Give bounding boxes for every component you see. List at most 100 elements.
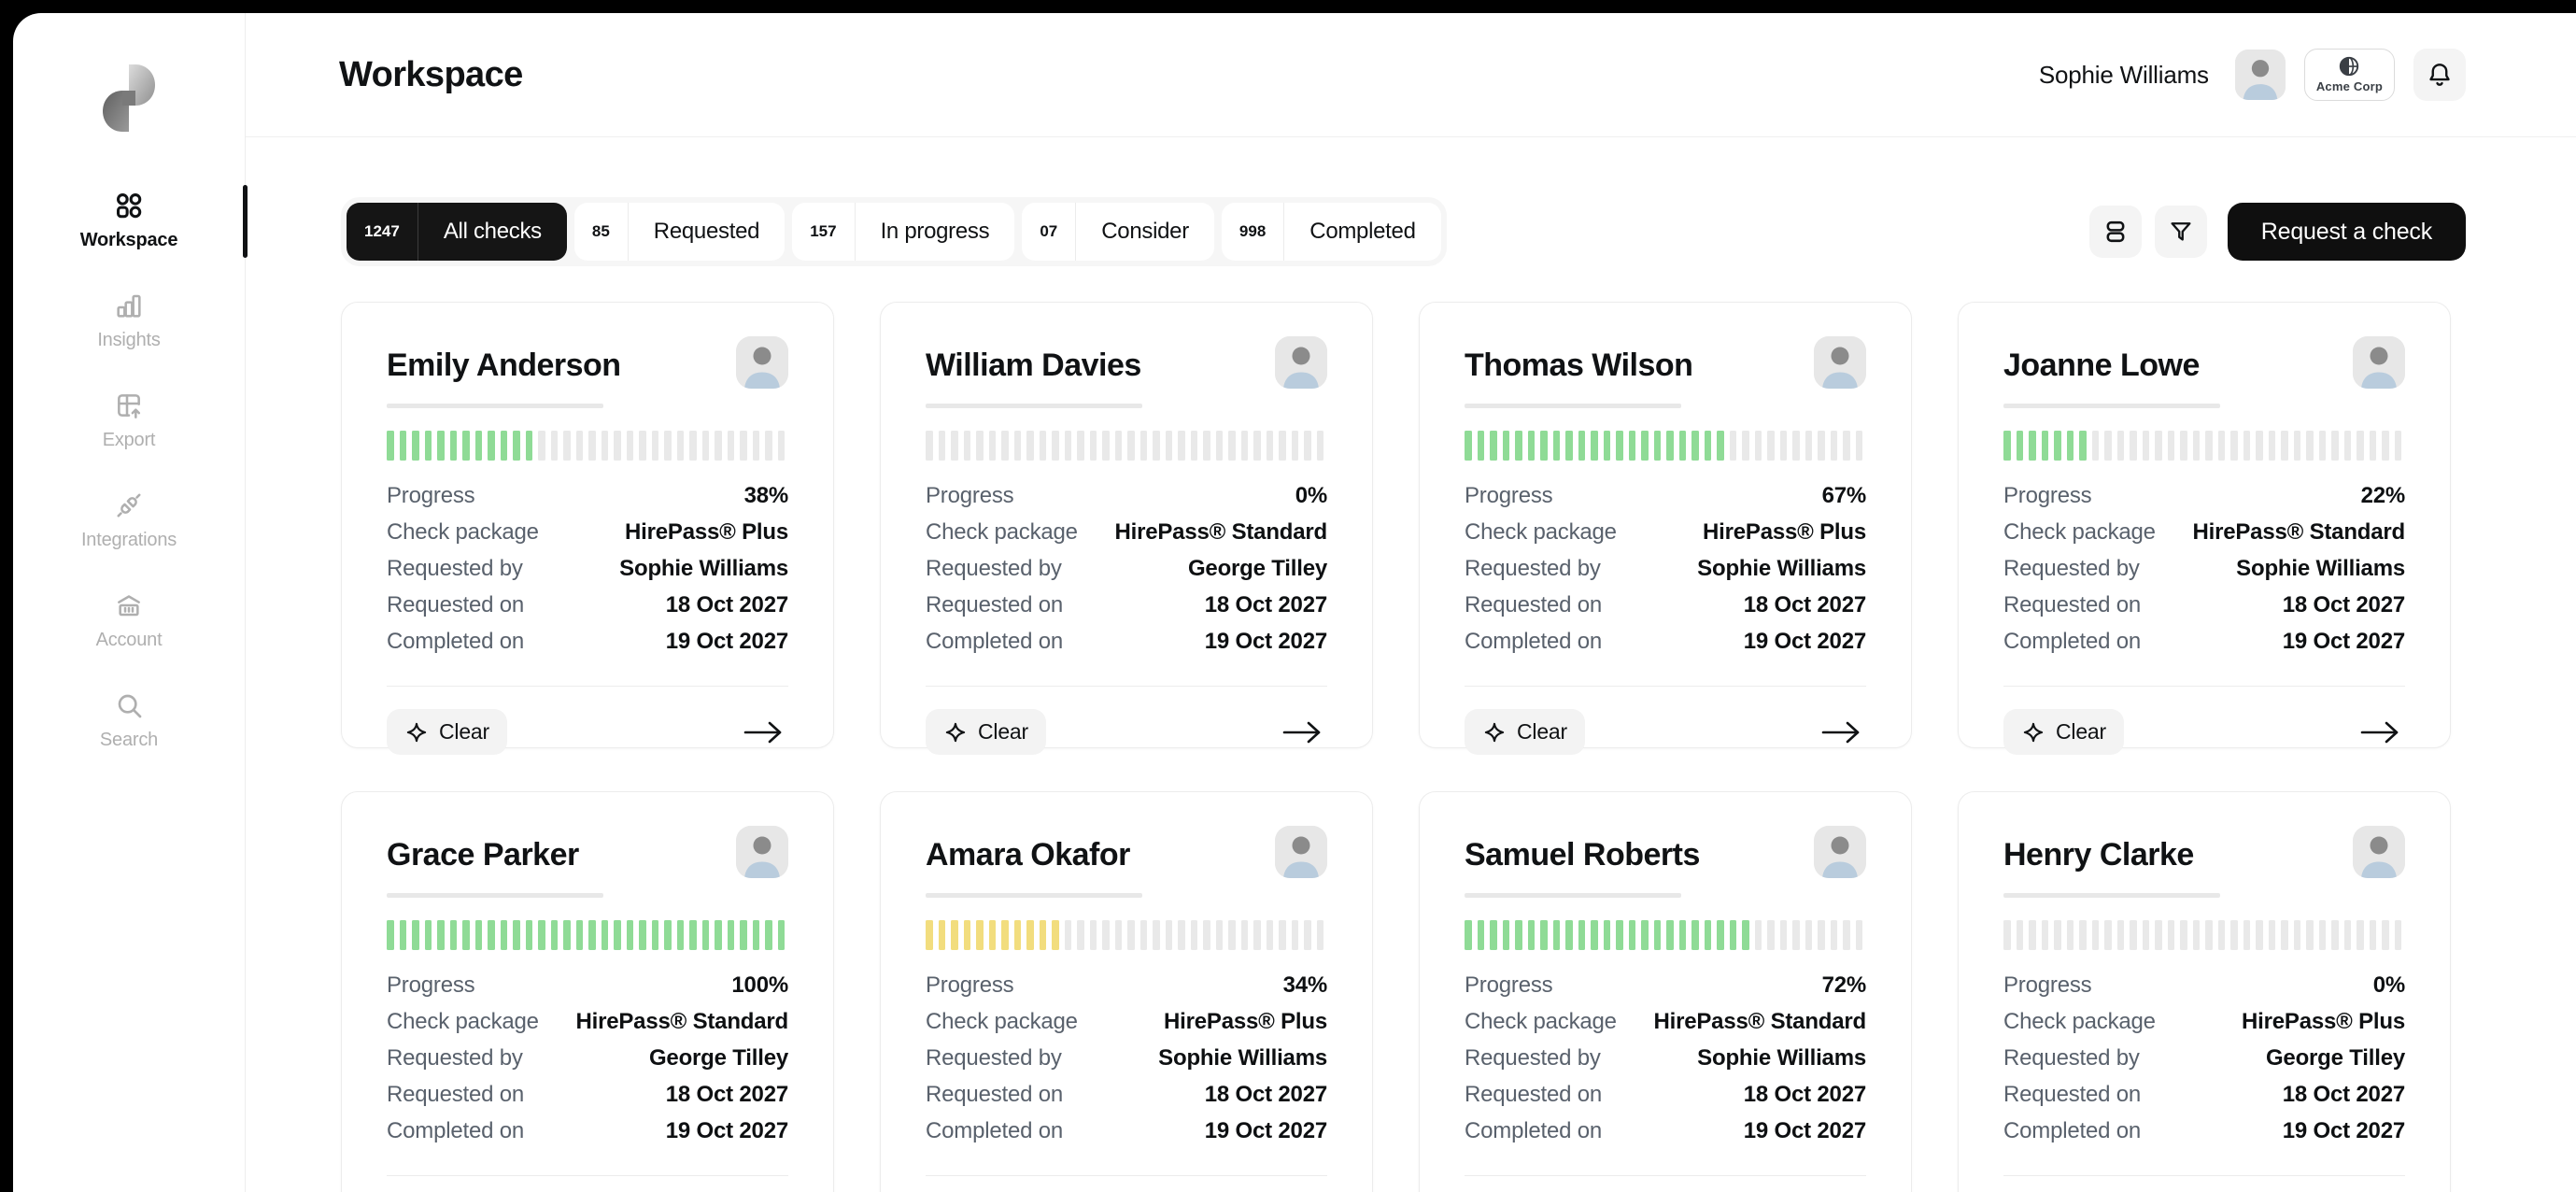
- clear-status-badge[interactable]: Clear: [1465, 709, 1585, 755]
- candidate-card[interactable]: Grace Parker Progress 100% Check package…: [341, 791, 834, 1192]
- progress-stripe: [639, 431, 646, 461]
- progress-stripe: [1102, 920, 1110, 950]
- header-right: Sophie Williams Acme Corp: [2039, 49, 2466, 101]
- candidate-card[interactable]: Emily Anderson Progress 38% Check packag…: [341, 302, 834, 755]
- open-card-button[interactable]: [738, 715, 788, 750]
- progress-stripe: [2256, 920, 2263, 950]
- progress-stripe: [1540, 431, 1548, 461]
- progress-stripe: [2180, 431, 2187, 461]
- tab-requested[interactable]: 85 Requested: [573, 203, 786, 261]
- name-underline: [926, 404, 1142, 408]
- progress-stripe: [1792, 920, 1800, 950]
- progress-stripe: [1691, 920, 1699, 950]
- progress-stripe: [1641, 431, 1649, 461]
- candidate-avatar: [736, 336, 788, 389]
- notifications-button[interactable]: [2413, 49, 2466, 101]
- progress-stripe: [1830, 920, 1837, 950]
- sidebar-item-search[interactable]: Search: [13, 690, 245, 751]
- progress-stripe: [777, 431, 785, 461]
- progress-stripe: [2343, 920, 2351, 950]
- tab-count: 157: [810, 222, 837, 240]
- candidate-avatar: [1275, 826, 1327, 878]
- open-card-button[interactable]: [2355, 715, 2405, 750]
- clear-status-badge[interactable]: Clear: [2003, 709, 2124, 755]
- progress-stripe: [1830, 431, 1837, 461]
- detail-label: Completed on: [387, 628, 525, 654]
- progress-stripe: [2142, 920, 2149, 950]
- requested-on-value: 18 Oct 2027: [2282, 1081, 2405, 1107]
- card-footer: Clear: [1465, 709, 1866, 755]
- tab-consider[interactable]: 07 Consider: [1022, 203, 1214, 261]
- org-badge[interactable]: Acme Corp: [2303, 49, 2395, 101]
- progress-stripe: [474, 920, 482, 950]
- progress-stripe: [588, 920, 596, 950]
- globe-icon: [2337, 54, 2361, 78]
- filter-button[interactable]: [2154, 206, 2207, 258]
- progress-stripe: [2079, 920, 2087, 950]
- progress-stripe: [550, 920, 558, 950]
- candidate-card[interactable]: Henry Clarke Progress 0% Check package H…: [1958, 791, 2451, 1192]
- sidebar-item-integrations[interactable]: Integrations: [13, 490, 245, 551]
- list-view-button[interactable]: [2088, 206, 2142, 258]
- candidate-card[interactable]: Amara Okafor Progress 34% Check package …: [880, 791, 1373, 1192]
- progress-stripe: [2116, 431, 2124, 461]
- detail-row: Check package HirePass® Standard: [1465, 1003, 1866, 1040]
- package-value: HirePass® Standard: [575, 1008, 788, 1034]
- progress-stripe: [1039, 920, 1046, 950]
- insights-chart-icon: [114, 291, 144, 320]
- progress-stripe: [2369, 920, 2376, 950]
- clear-status-badge[interactable]: Clear: [926, 709, 1046, 755]
- progress-stripe: [525, 431, 532, 461]
- progress-stripe: [963, 431, 970, 461]
- detail-label: Check package: [1465, 1008, 1617, 1034]
- detail-label: Completed on: [1465, 1117, 1603, 1143]
- sidebar-item-export[interactable]: Export: [13, 390, 245, 451]
- candidate-card[interactable]: Samuel Roberts Progress 72% Check packag…: [1419, 791, 1912, 1192]
- candidate-card[interactable]: Joanne Lowe Progress 22% Check package H…: [1958, 302, 2451, 755]
- requested-on-value: 18 Oct 2027: [1204, 591, 1327, 617]
- sidebar-item-account[interactable]: Account: [13, 590, 245, 651]
- tab-completed[interactable]: 998 Completed: [1221, 203, 1441, 261]
- clear-status-badge[interactable]: Clear: [387, 709, 507, 755]
- progress-stripe: [1114, 431, 1122, 461]
- completed-on-value: 19 Oct 2027: [1743, 628, 1866, 654]
- progress-stripe: [1717, 431, 1724, 461]
- sidebar-item-workspace[interactable]: Workspace: [13, 191, 245, 251]
- clear-label: Clear: [1517, 719, 1567, 744]
- sidebar-item-insights[interactable]: Insights: [13, 291, 245, 351]
- request-check-button[interactable]: Request a check: [2227, 203, 2466, 261]
- detail-row: Completed on 19 Oct 2027: [1465, 1113, 1866, 1149]
- progress-stripe: [1477, 920, 1484, 950]
- detail-label: Requested on: [926, 591, 1064, 617]
- candidate-avatar: [2353, 336, 2405, 389]
- tab-all-checks[interactable]: 1247 All checks: [347, 203, 567, 261]
- app-logo: [102, 64, 156, 133]
- progress-stripe: [1855, 431, 1862, 461]
- progress-stripes: [926, 431, 1327, 461]
- open-card-button[interactable]: [1816, 715, 1866, 750]
- detail-label: Check package: [926, 1008, 1078, 1034]
- completed-on-value: 19 Oct 2027: [1204, 1117, 1327, 1143]
- candidate-name: Emily Anderson: [387, 348, 621, 383]
- candidate-card[interactable]: Thomas Wilson Progress 67% Check package…: [1419, 302, 1912, 755]
- user-avatar[interactable]: [2234, 50, 2286, 100]
- detail-row: Requested by Sophie Williams: [387, 550, 788, 587]
- progress-stripe: [1304, 920, 1311, 950]
- progress-stripe: [1139, 920, 1147, 950]
- progress-stripe: [513, 431, 520, 461]
- card-divider: [2003, 1175, 2405, 1176]
- progress-stripe: [1013, 431, 1021, 461]
- tab-in-progress[interactable]: 157 In progress: [792, 203, 1015, 261]
- progress-stripe: [639, 920, 646, 950]
- candidate-name: Samuel Roberts: [1465, 837, 1700, 873]
- progress-stripe: [2230, 431, 2238, 461]
- progress-stripe: [1477, 431, 1484, 461]
- progress-stripe: [2167, 920, 2174, 950]
- card-details: Progress 34% Check package HirePass® Plu…: [926, 967, 1327, 1149]
- candidate-card[interactable]: William Davies Progress 0% Check package…: [880, 302, 1373, 755]
- progress-stripe: [689, 920, 697, 950]
- progress-stripe: [1052, 920, 1059, 950]
- progress-stripe: [1628, 920, 1635, 950]
- detail-row: Requested on 18 Oct 2027: [926, 587, 1327, 623]
- open-card-button[interactable]: [1277, 715, 1327, 750]
